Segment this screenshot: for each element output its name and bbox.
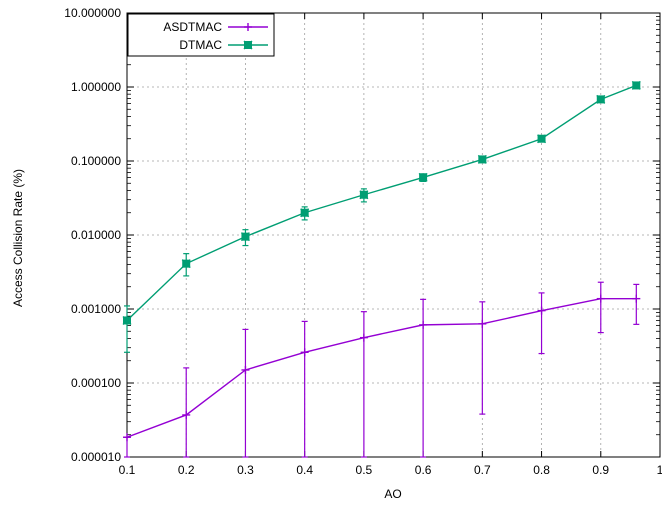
data-point-asdtmac [419,320,428,329]
series-line-asdtmac [126,297,637,438]
errorbar-asdtmac [301,320,308,458]
x-tick-label: 1 [657,463,662,477]
data-point-dtmac [181,259,191,269]
x-tick-label: 0.1 [119,463,136,477]
y-tick-label: 0.000010 [71,450,121,464]
legend-label-dtmac: DTMAC [179,38,222,52]
y-tick-label: 0.100000 [71,154,121,168]
series-asdtmac [123,281,641,458]
data-point-asdtmac [241,365,250,374]
data-point-dtmac [359,190,369,200]
x-tick-label: 0.8 [533,463,550,477]
data-point-asdtmac [123,433,131,442]
legend-label-asdtmac: ASDTMAC [163,20,222,34]
x-tick-label: 0.3 [237,463,254,477]
series-dtmac [122,80,641,353]
data-point-dtmac [537,134,547,144]
x-tick-label: 0.4 [296,463,313,477]
errorbar-asdtmac [597,281,604,334]
x-tick-label: 0.5 [356,463,373,477]
x-tick-label: 0.6 [415,463,432,477]
data-point-asdtmac [359,333,368,342]
data-point-dtmac [122,315,132,325]
data-point-dtmac [596,94,606,104]
x-tick-label: 0.7 [474,463,491,477]
y-tick-label: 0.001000 [71,302,121,316]
y-tick-label: 1.000000 [71,80,121,94]
data-point-asdtmac [596,294,605,303]
y-tick-label: 0.010000 [71,228,121,242]
y-tick-label: 0.000100 [71,376,121,390]
tick-labels: 0.1 0.2 0.3 0.4 0.5 0.6 0.7 0.8 0.9 1 0.000010 0.00… [64,6,662,477]
data-point-asdtmac [478,319,487,328]
errorbar-dtmac [124,305,130,353]
errorbar-asdtmac [538,292,545,355]
y-tick-label: 10.000000 [64,6,121,20]
errorbar-asdtmac [242,328,249,458]
x-tick-label: 0.2 [178,463,195,477]
errorbar-asdtmac [479,301,486,415]
legend-marker-dtmac [243,40,253,50]
data-point-dtmac [477,154,487,164]
data-point-dtmac [418,172,428,182]
legend: ASDTMAC DTMAC [127,13,275,57]
grid [127,13,660,457]
x-axis-label: AO [384,487,401,501]
data-point-dtmac [240,232,250,242]
data-point-asdtmac [182,410,191,419]
y-axis-label: Access Collision Rate (%) [11,169,25,307]
data-point-asdtmac [300,348,309,357]
series-line-dtmac [126,84,637,321]
plot-frame [126,12,661,458]
plot-area [122,80,641,458]
data-point-asdtmac [632,294,641,303]
data-point-dtmac [300,208,310,218]
legend-marker-asdtmac [244,23,252,31]
errorbar-asdtmac [633,283,640,325]
data-point-asdtmac [537,306,546,315]
x-tick-label: 0.9 [592,463,609,477]
data-point-dtmac [631,80,641,90]
errorbar-asdtmac [360,311,367,458]
